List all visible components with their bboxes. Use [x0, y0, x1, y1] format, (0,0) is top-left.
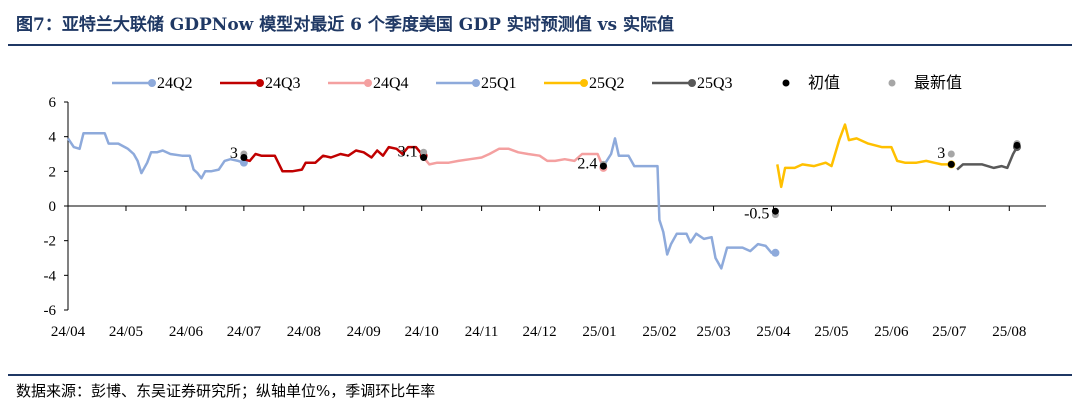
- y-tick-label: 6: [49, 95, 57, 111]
- series-line-24q4: [422, 147, 605, 169]
- legend-label-dot: 最新值: [914, 74, 962, 92]
- legend-label-24q2: 24Q2: [157, 75, 193, 92]
- legend-label-25q1: 25Q1: [481, 75, 517, 92]
- x-tick-label: 25/06: [874, 324, 909, 340]
- x-tick-label: 24/12: [523, 324, 557, 340]
- legend-marker-dot: [888, 79, 896, 87]
- y-tick-label: -4: [44, 268, 57, 284]
- legend-label-24q4: 24Q4: [373, 75, 409, 92]
- legend-marker-24q2: [148, 79, 156, 87]
- x-tick-label: 25/07: [932, 324, 967, 340]
- initial-value-dot: [947, 160, 955, 168]
- x-tick-label: 25/03: [696, 324, 730, 340]
- annotation-label: 3.1: [398, 143, 418, 160]
- initial-value-dot: [240, 153, 248, 161]
- series-end-point-25q1: [771, 248, 780, 257]
- x-tick-label: 24/04: [51, 324, 86, 340]
- source-note: 数据来源：彭博、东吴证券研究所；纵轴单位%，季调环比年率: [16, 382, 436, 400]
- x-tick-label: 24/10: [405, 324, 439, 340]
- latest-value-dot: [420, 148, 428, 156]
- y-tick-label: 2: [49, 164, 57, 180]
- legend-marker-25q3: [688, 79, 696, 87]
- source-divider: [8, 374, 1072, 376]
- y-tick-label: 4: [49, 130, 57, 146]
- figure-title: 图7：亚特兰大联储 GDPNow 模型对最近 6 个季度美国 GDP 实时预测值…: [16, 15, 675, 35]
- x-tick-label: 24/09: [347, 324, 381, 340]
- legend-label-25q2: 25Q2: [589, 75, 625, 92]
- y-tick-label: 0: [49, 199, 57, 215]
- series-line-24q2: [66, 131, 245, 180]
- annotation-labels-group: 3 3.1 2.4 -0.5 3: [230, 143, 945, 222]
- legend-label-24q3: 24Q3: [265, 75, 301, 92]
- x-tick-label: 24/08: [287, 324, 321, 340]
- series-line-25q2: [776, 123, 952, 189]
- initial-value-dot: [1013, 141, 1021, 149]
- x-tick-label: 25/01: [582, 324, 616, 340]
- title-divider: [8, 44, 1072, 46]
- annotation-label: 3: [937, 145, 945, 162]
- legend-marker-24q4: [364, 79, 372, 87]
- x-tick-label: 24/11: [465, 324, 499, 340]
- x-tick-label: 25/05: [814, 324, 848, 340]
- legend-marker-25q1: [472, 79, 480, 87]
- legend-label-dot: 初值: [808, 74, 840, 92]
- latest-value-dot: [947, 150, 955, 158]
- series-line-25q1: [602, 137, 776, 270]
- legend-marker-dot: [782, 79, 790, 87]
- series-line-25q3: [956, 146, 1019, 171]
- legend: 24Q2 24Q3 24Q4 25Q1 25Q2 25Q3 初值 最新值: [112, 74, 962, 92]
- y-tick-label: -6: [44, 303, 57, 319]
- x-tick-label: 24/05: [109, 324, 143, 340]
- initial-value-dot: [599, 162, 607, 170]
- initial-value-dot: [771, 207, 779, 215]
- x-tick-label: 24/07: [227, 324, 262, 340]
- x-tick-label: 25/08: [992, 324, 1026, 340]
- marker-dots-group: [240, 140, 1021, 219]
- legend-label-25q3: 25Q3: [697, 75, 733, 92]
- gdpnow-line-chart: -6 -4 -2 0 2 4 6 24/04 24/05 24/06 24/07 24/08 24/09…: [44, 74, 1046, 340]
- x-tick-label: 24/06: [169, 324, 204, 340]
- initial-value-dot: [420, 153, 428, 161]
- annotation-label: 2.4: [577, 155, 597, 172]
- x-tick-label: 25/02: [642, 324, 676, 340]
- series-lines-group: [66, 123, 1022, 270]
- x-tick-label: 25/04: [756, 324, 791, 340]
- annotation-label: 3: [230, 145, 238, 162]
- legend-marker-25q2: [580, 79, 588, 87]
- legend-marker-24q3: [256, 79, 264, 87]
- series-line-24q3: [243, 145, 425, 173]
- annotation-label: -0.5: [744, 206, 769, 223]
- axes-group: -6 -4 -2 0 2 4 6 24/04 24/05 24/06 24/07 24/08 24/09…: [44, 95, 1046, 340]
- y-tick-label: -2: [44, 234, 57, 250]
